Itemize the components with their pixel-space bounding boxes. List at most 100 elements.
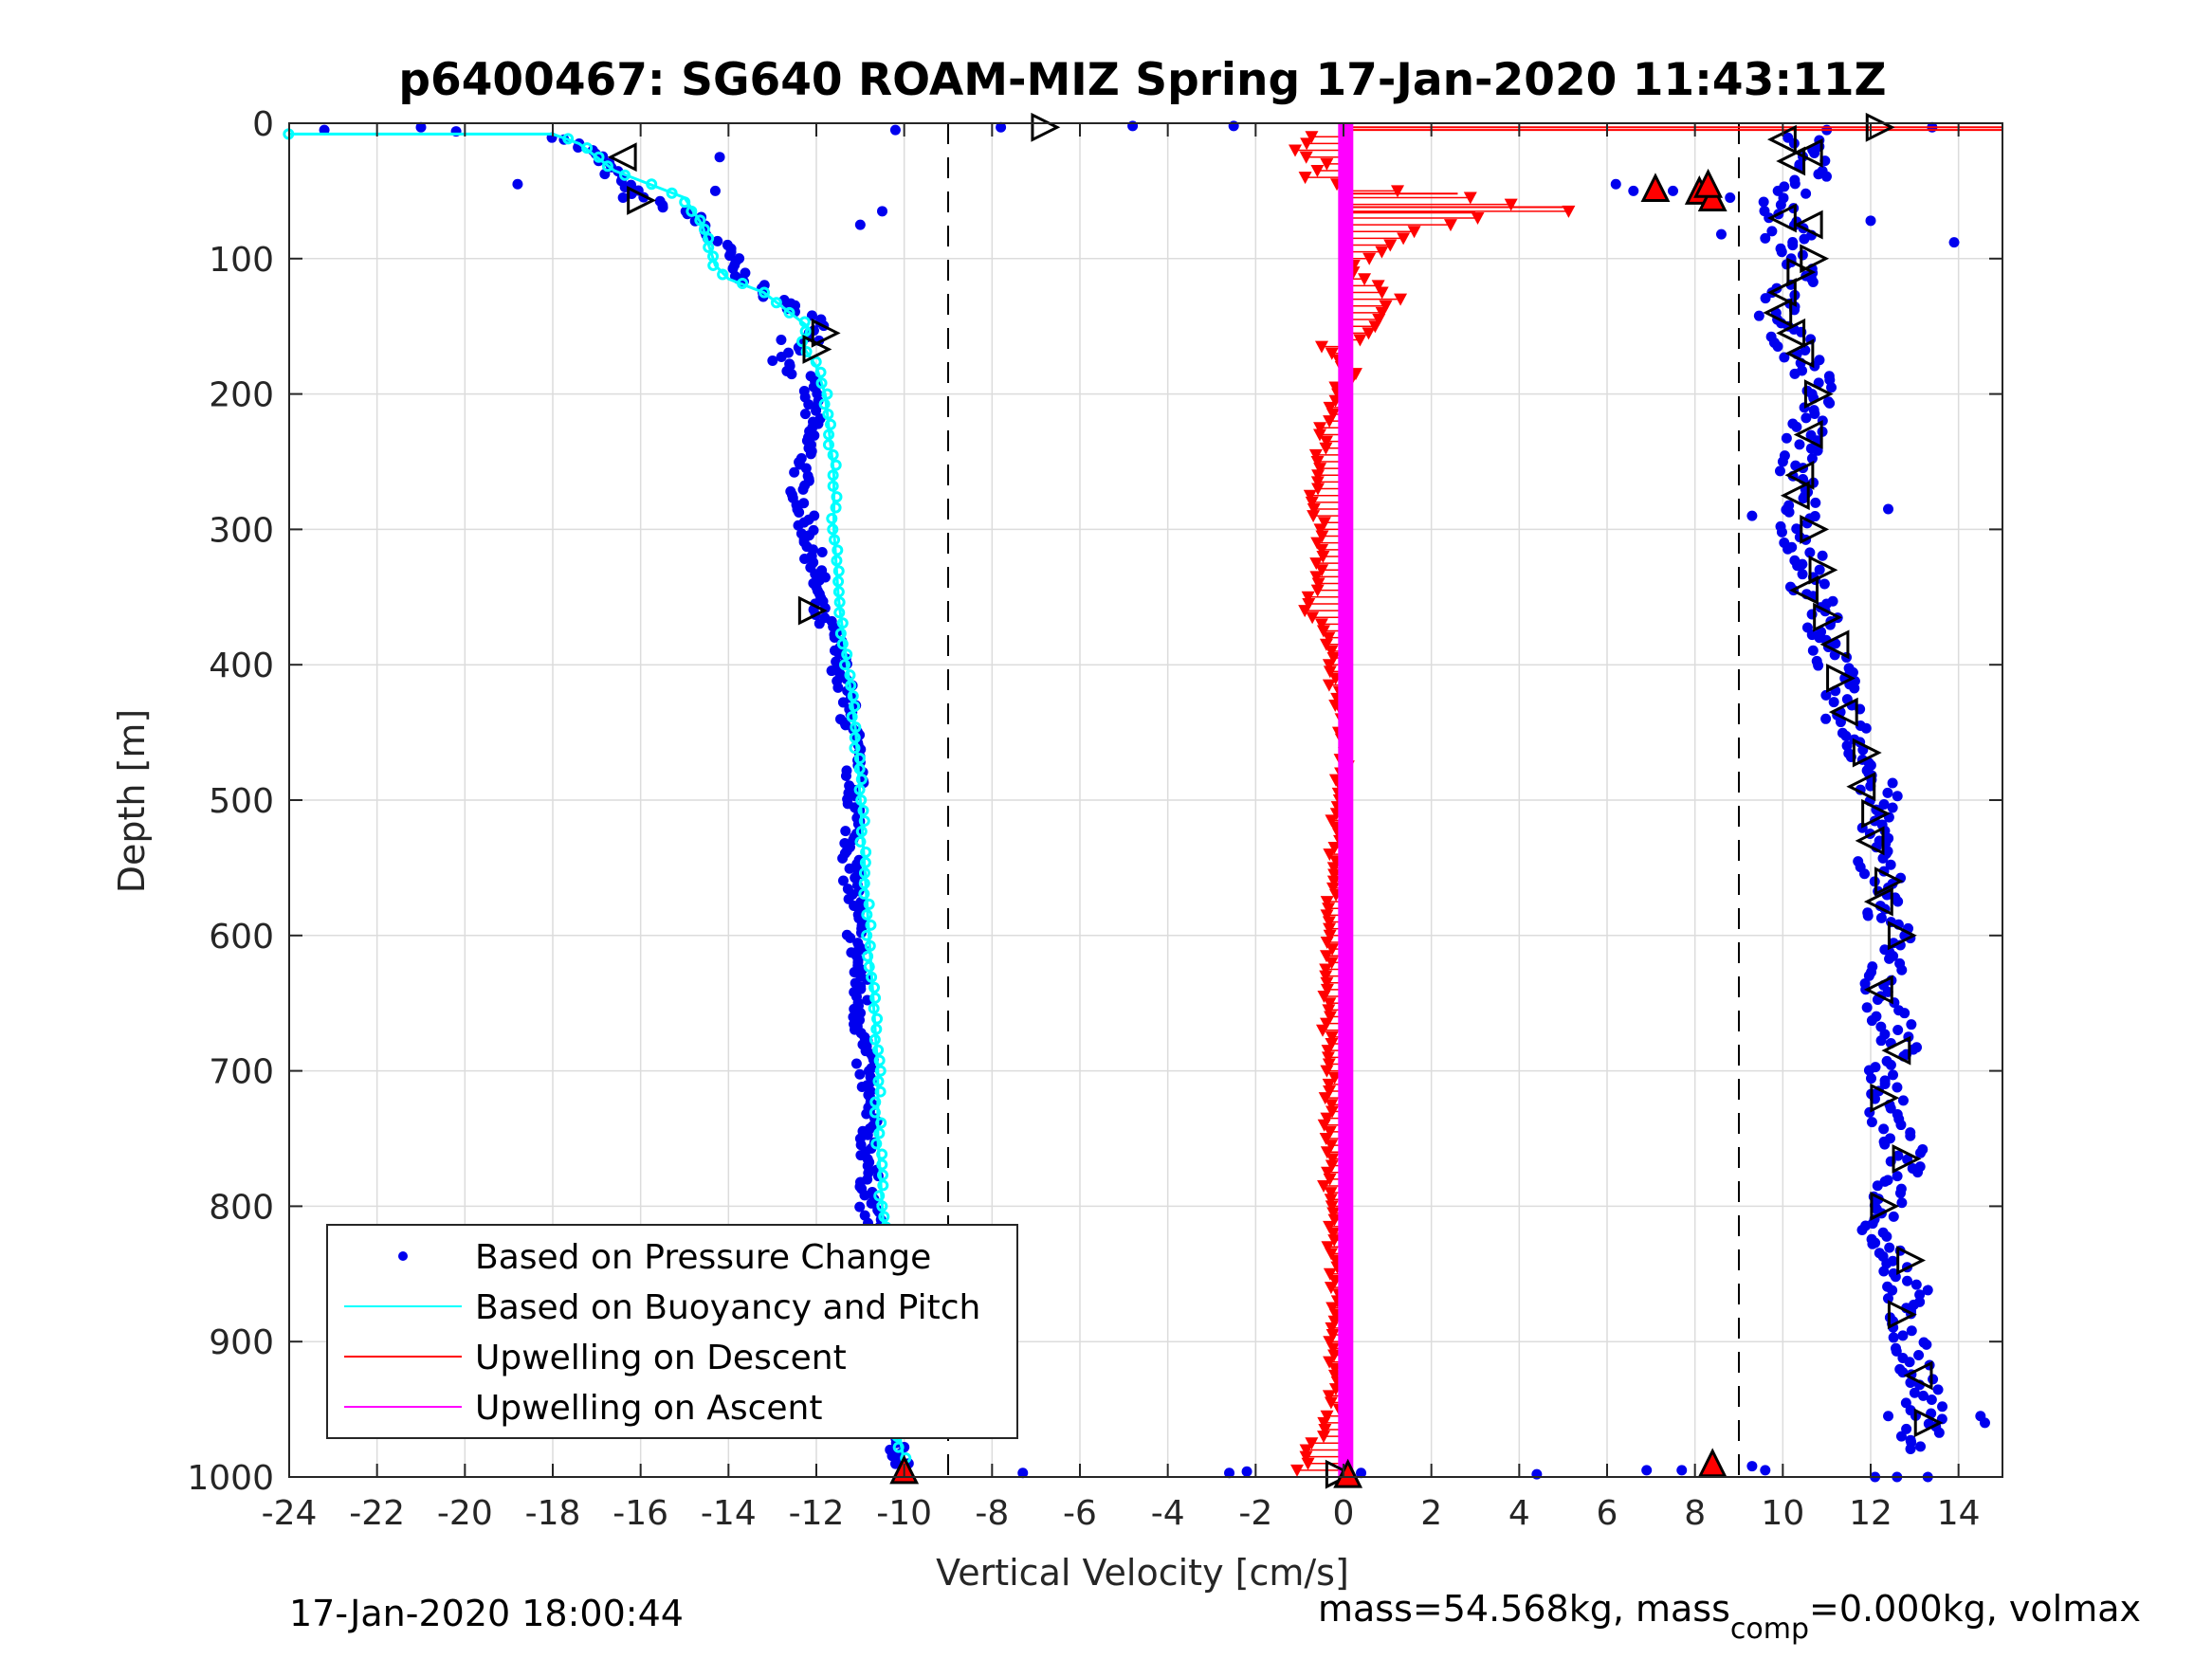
turn-marker-triangle	[1766, 278, 1797, 307]
upwelling-descent-triangle	[1313, 428, 1327, 442]
pressure-change-point	[740, 267, 751, 279]
upwelling-descent-triangle	[1318, 1424, 1332, 1437]
buoyancy-pitch-point	[759, 286, 771, 299]
pressure-change-point	[1909, 1387, 1920, 1398]
turn-marker-triangle	[1826, 664, 1856, 693]
buoyancy-pitch-point	[863, 898, 875, 910]
pressure-change-point	[1922, 1285, 1933, 1296]
pressure-change-point	[854, 1201, 866, 1212]
x-tick-label: -6	[1063, 1494, 1097, 1533]
buoyancy-pitch-point	[831, 555, 843, 567]
upwelling-descent-triangle	[1326, 1227, 1341, 1240]
legend-entry-label: Upwelling on Ascent	[475, 1389, 822, 1428]
buoyancy-pitch-point	[833, 596, 846, 609]
buoyancy-pitch-point	[868, 1106, 881, 1119]
pressure-change-point	[1894, 1188, 1906, 1199]
upwelling-descent-triangle	[1317, 517, 1331, 530]
turn-marker-triangle	[1863, 886, 1893, 917]
buoyancy-pitch-point	[859, 856, 871, 868]
turn-marker-triangle	[1887, 1300, 1917, 1330]
upwelling-descent-triangle	[1325, 1342, 1340, 1356]
pressure-change-point	[776, 334, 787, 345]
turn-marker-triangle	[1780, 481, 1810, 511]
turn-marker-triangle	[1786, 257, 1817, 287]
upwelling-descent-triangle	[1397, 232, 1411, 246]
upwelling-descent-triangle	[1299, 1444, 1313, 1457]
upwelling-descent-triangle	[1327, 1315, 1342, 1328]
pressure-change-point	[1797, 249, 1808, 261]
turn-marker-triangle	[1784, 460, 1815, 490]
pressure-change-point	[1979, 1417, 1990, 1429]
pressure-change-point	[1902, 1275, 1913, 1286]
pressure-change-point	[1860, 722, 1872, 734]
buoyancy-pitch-point	[853, 784, 866, 796]
pressure-change-point	[1798, 493, 1809, 504]
upwelling-descent-triangle	[1298, 172, 1312, 185]
upwelling-descent-triangle	[1394, 293, 1408, 306]
pressure-change-point	[1892, 1171, 1903, 1182]
pressure-change-point	[1937, 1401, 1948, 1413]
upwelling-descent-triangle	[1289, 144, 1303, 157]
upwelling-descent-triangle	[1327, 841, 1342, 854]
pressure-change-point	[877, 206, 887, 217]
turn-marker-triangle	[1881, 1035, 1911, 1066]
pressure-change-point	[814, 618, 825, 629]
pressure-change-point	[1017, 1468, 1029, 1479]
upwelling-descent-triangle	[1379, 300, 1393, 313]
pressure-change-point	[1866, 1015, 1877, 1027]
upwelling-descent-triangle	[1325, 814, 1339, 828]
y-tick-label: 500	[209, 782, 274, 821]
pressure-change-point	[1774, 465, 1785, 477]
pressure-change-point	[1772, 341, 1783, 353]
upwelling-descent-triangle	[1353, 334, 1367, 347]
pressure-change-point	[1777, 456, 1788, 467]
upwelling-descent-triangle	[1325, 1105, 1340, 1119]
buoyancy-pitch-point	[799, 325, 812, 337]
pressure-change-point	[832, 682, 844, 693]
buoyancy-pitch-point	[846, 711, 858, 723]
chart-title: p6400467: SG640 ROAM-MIZ Spring 17-Jan-2…	[398, 54, 1886, 106]
y-tick-label: 0	[252, 105, 274, 144]
upwelling-descent-triangle	[1317, 1119, 1331, 1132]
pressure-change-point	[1926, 1394, 1937, 1405]
upwelling-descent-triangle	[1323, 1173, 1337, 1186]
buoyancy-pitch-point	[872, 1044, 885, 1056]
pressure-change-point	[1891, 1345, 1902, 1357]
upwelling-descent-triangle	[1325, 1038, 1339, 1051]
upwelling-descent-triangle	[1310, 456, 1325, 468]
upwelling-descent-triangle	[1300, 137, 1314, 151]
pressure-change-point	[1863, 970, 1874, 981]
buoyancy-pitch-point	[825, 418, 837, 430]
upwelling-descent-triangle	[1323, 1085, 1337, 1099]
y-tick-label: 400	[209, 647, 274, 685]
pressure-change-point	[1872, 1180, 1883, 1192]
upwelling-descent-triangle	[1311, 483, 1325, 496]
upwelling-descent-triangle	[1325, 1248, 1339, 1261]
buoyancy-pitch-point	[875, 1117, 887, 1129]
pressure-change-point	[1897, 1095, 1909, 1106]
pressure-change-point	[1856, 1225, 1868, 1236]
x-tick-label: -24	[262, 1494, 318, 1533]
pressure-change-point	[1928, 1374, 1939, 1385]
buoyancy-pitch-point	[818, 398, 831, 410]
upwelling-descent-triangle	[1309, 557, 1324, 571]
upwelling-descent-triangle	[1375, 306, 1389, 319]
legend-entry-label: Based on Buoyancy and Pitch	[475, 1288, 980, 1327]
upwelling-descent-triangle	[1324, 1187, 1338, 1200]
upwelling-descent-triangle	[1323, 1356, 1337, 1369]
upwelling-descent-triangle	[1326, 862, 1341, 875]
upwelling-descent-triangle	[1322, 1004, 1336, 1017]
upwelling-descent-triangle	[1315, 564, 1329, 577]
buoyancy-pitch-point	[827, 523, 839, 536]
buoyancy-pitch-point	[855, 825, 868, 837]
buoyancy-pitch-point	[847, 690, 859, 702]
y-tick-label: 100	[209, 241, 274, 280]
pressure-change-point	[1884, 1242, 1895, 1253]
pressure-change-point	[1783, 506, 1795, 518]
buoyancy-pitch-point	[849, 701, 861, 713]
buoyancy-pitch-point	[703, 241, 715, 253]
upwelling-descent-triangle	[1362, 252, 1377, 265]
legend-box	[326, 1224, 1018, 1439]
upwelling-descent-triangle	[1323, 665, 1337, 679]
upwelling-descent-triangle	[1310, 584, 1325, 597]
